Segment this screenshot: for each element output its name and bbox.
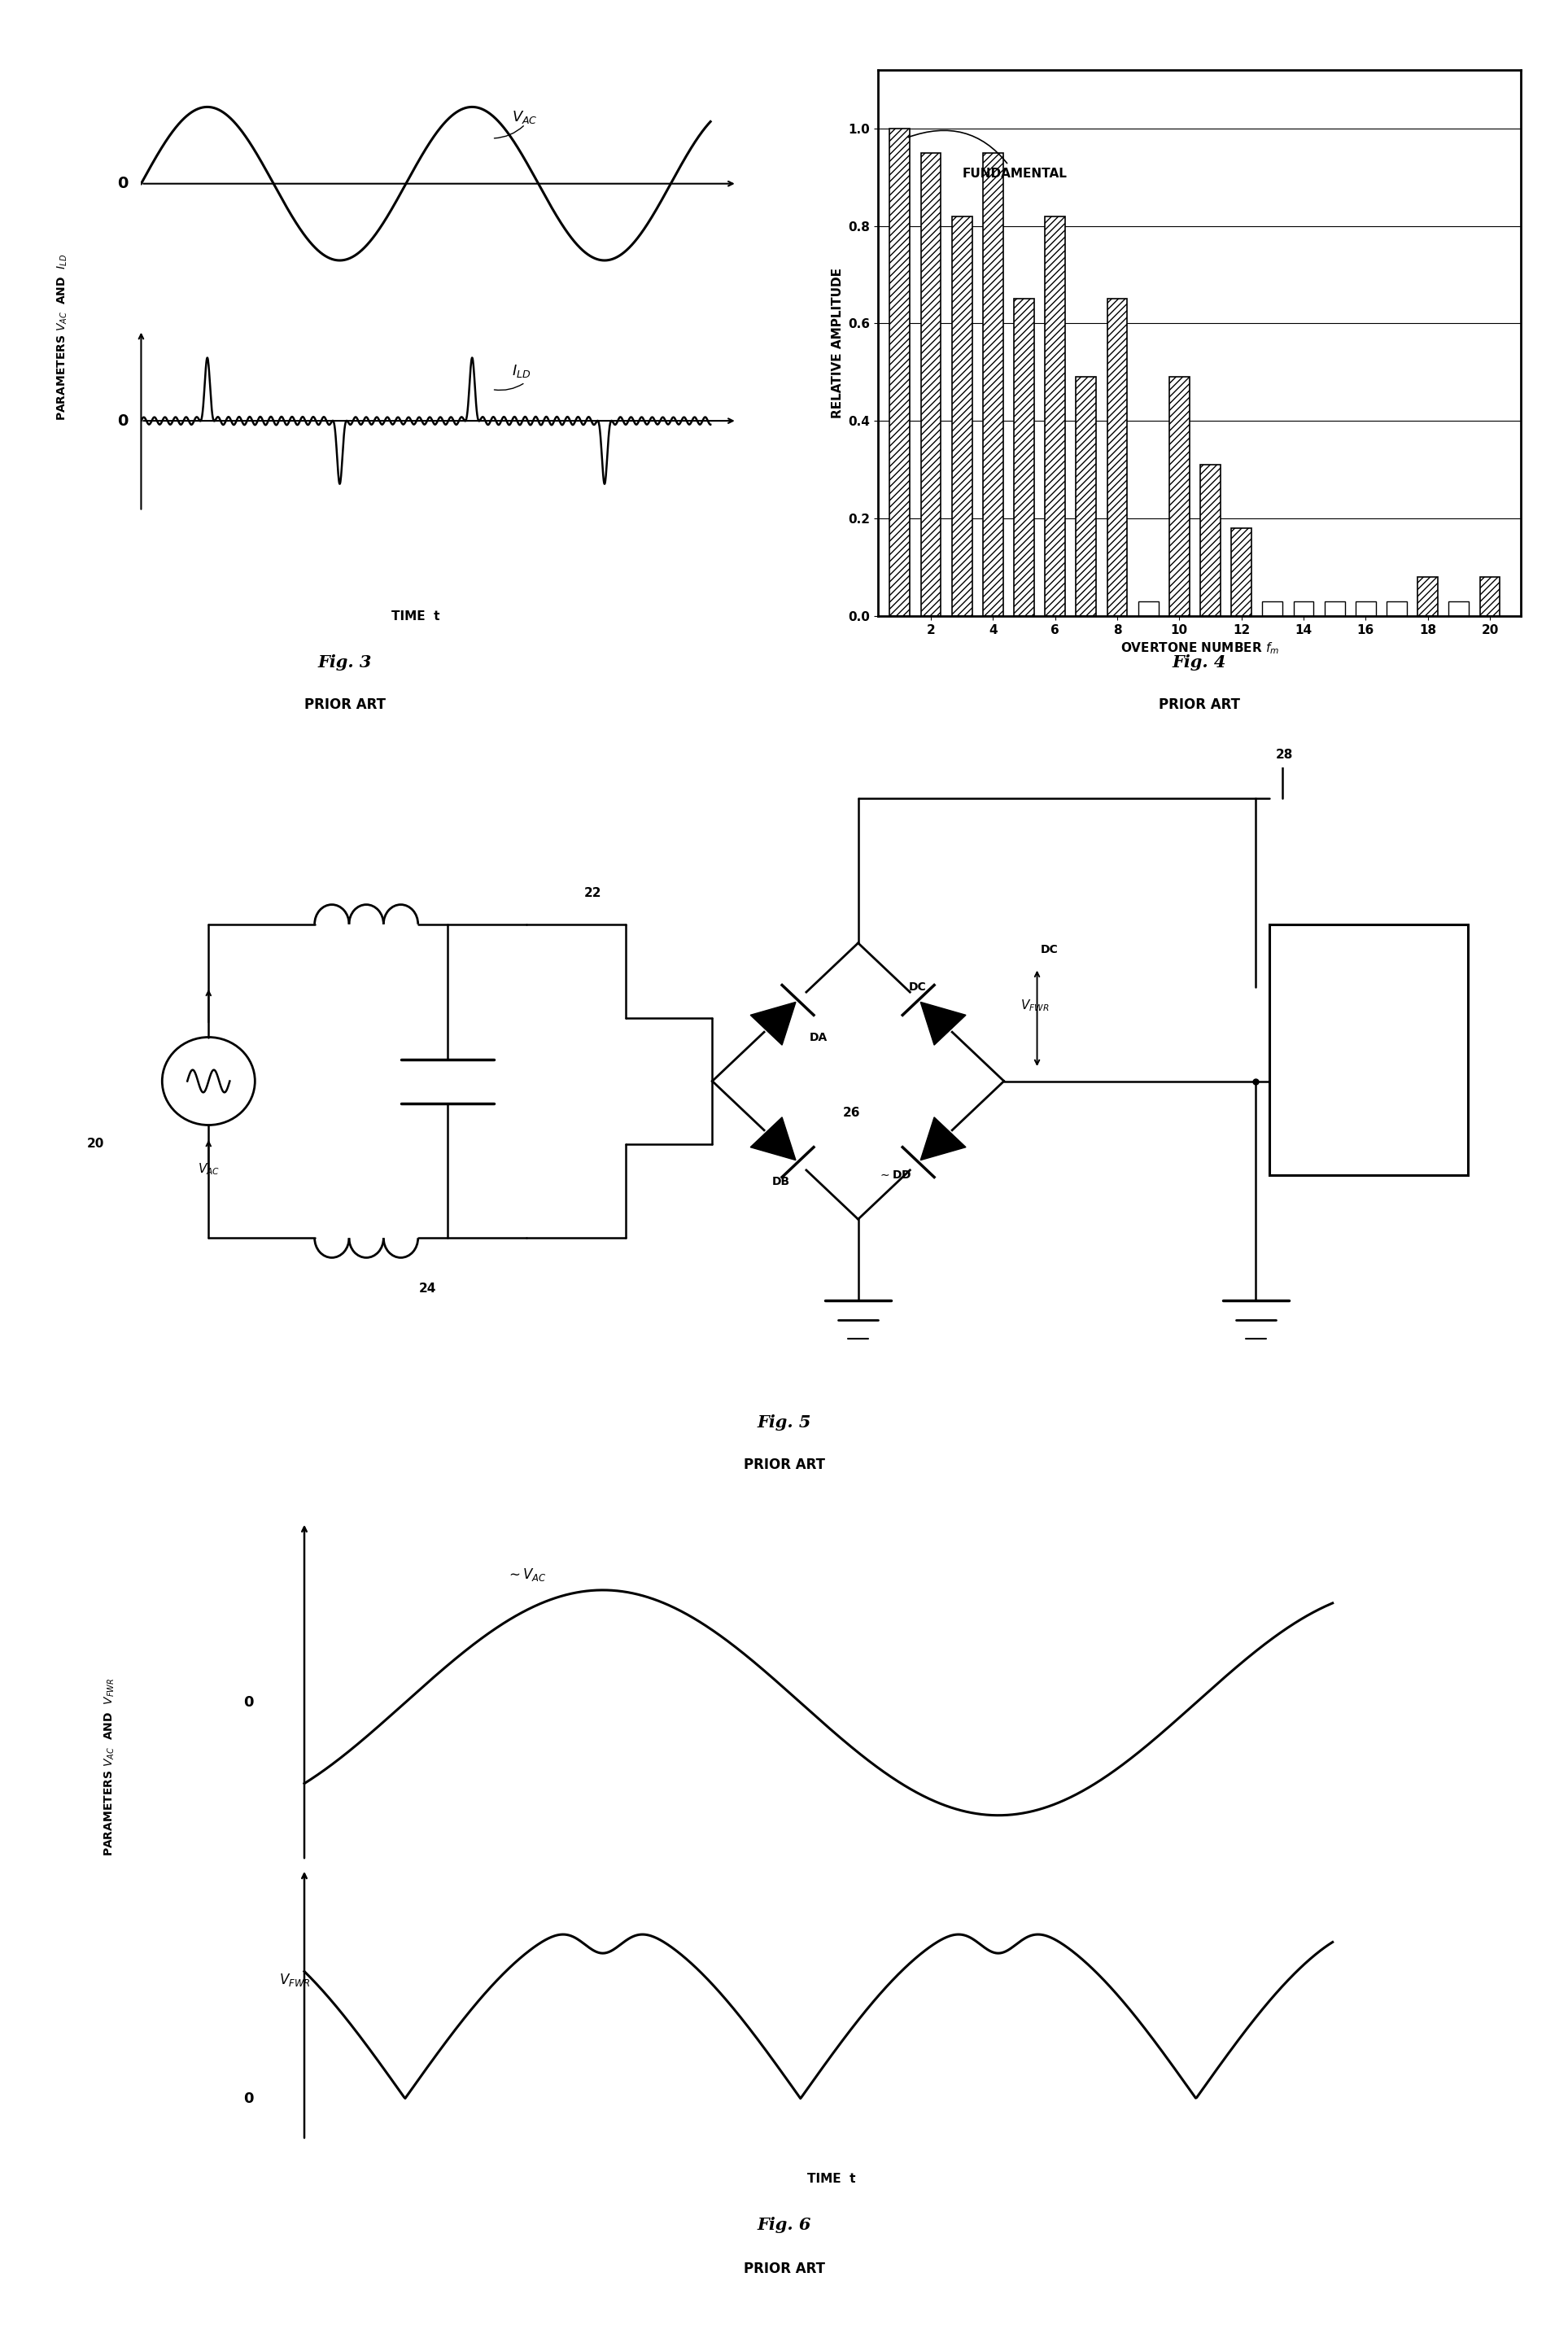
Polygon shape <box>920 1118 966 1160</box>
Bar <box>1231 528 1251 616</box>
Text: $I_{LD}$: $I_{LD}$ <box>511 363 532 379</box>
Bar <box>1014 300 1035 616</box>
Text: PRIOR ART: PRIOR ART <box>743 2262 825 2276</box>
Text: $V_{AC}$: $V_{AC}$ <box>511 109 538 126</box>
Text: DC: DC <box>1356 1042 1380 1058</box>
Text: Fig. 4: Fig. 4 <box>1173 653 1226 672</box>
Bar <box>1107 300 1127 616</box>
Bar <box>1356 602 1375 616</box>
Text: PARAMETERS $V_{AC}$  AND  $V_{FWR}$: PARAMETERS $V_{AC}$ AND $V_{FWR}$ <box>103 1679 116 1855</box>
Text: 0: 0 <box>243 2090 254 2106</box>
Bar <box>1449 602 1469 616</box>
Polygon shape <box>751 1118 795 1160</box>
Text: $V_{FWR}$: $V_{FWR}$ <box>279 1972 310 1988</box>
Text: $V_{AC}$: $V_{AC}$ <box>198 1162 220 1176</box>
Text: 20: 20 <box>88 1137 105 1151</box>
Bar <box>1044 216 1065 616</box>
Text: $\sim V_{AC}$: $\sim V_{AC}$ <box>506 1567 546 1583</box>
Text: $\sim$DD: $\sim$DD <box>878 1169 911 1181</box>
Text: Fig. 6: Fig. 6 <box>757 2216 811 2234</box>
Text: 26: 26 <box>842 1107 861 1118</box>
Text: PRIOR ART: PRIOR ART <box>1159 698 1240 711</box>
Text: $V_{FWR}$: $V_{FWR}$ <box>1021 997 1049 1014</box>
Text: 0: 0 <box>118 414 129 428</box>
Text: DC: DC <box>909 981 927 993</box>
Bar <box>1076 377 1096 616</box>
Y-axis label: RELATIVE AMPLITUDE: RELATIVE AMPLITUDE <box>831 267 844 418</box>
Bar <box>1269 925 1468 1176</box>
Text: FUNDAMENTAL: FUNDAMENTAL <box>908 130 1066 179</box>
Bar <box>920 153 941 616</box>
Text: PARAMETERS $V_{AC}$  AND  $I_{LD}$: PARAMETERS $V_{AC}$ AND $I_{LD}$ <box>56 253 69 421</box>
Text: 0: 0 <box>118 177 129 191</box>
Bar <box>1262 602 1283 616</box>
Polygon shape <box>920 1002 966 1044</box>
X-axis label: OVERTONE NUMBER $f_m$: OVERTONE NUMBER $f_m$ <box>1120 642 1279 656</box>
Text: DB: DB <box>771 1176 790 1188</box>
Bar <box>1138 602 1159 616</box>
Bar <box>1386 602 1406 616</box>
Text: Fig. 5: Fig. 5 <box>757 1414 811 1432</box>
Bar <box>1325 602 1345 616</box>
Text: 22: 22 <box>585 886 602 900</box>
Text: TIME  t: TIME t <box>808 2172 855 2186</box>
Bar <box>1200 465 1220 616</box>
Bar <box>983 153 1004 616</box>
Text: 28: 28 <box>1276 749 1294 760</box>
Bar <box>1170 377 1190 616</box>
Bar <box>1480 577 1501 616</box>
Text: 24: 24 <box>419 1281 436 1295</box>
Text: Fig. 3: Fig. 3 <box>318 653 372 672</box>
Text: TIME  t: TIME t <box>392 609 439 623</box>
Text: DC: DC <box>1041 944 1058 956</box>
Bar <box>952 216 972 616</box>
Text: 0: 0 <box>243 1695 254 1709</box>
Bar <box>1294 602 1314 616</box>
Text: PRIOR ART: PRIOR ART <box>304 698 386 711</box>
Polygon shape <box>751 1002 795 1044</box>
Text: DA: DA <box>809 1032 828 1044</box>
Bar <box>1417 577 1438 616</box>
Bar <box>889 128 909 616</box>
Text: PRIOR ART: PRIOR ART <box>743 1458 825 1472</box>
Text: LOAD: LOAD <box>1347 1093 1391 1107</box>
